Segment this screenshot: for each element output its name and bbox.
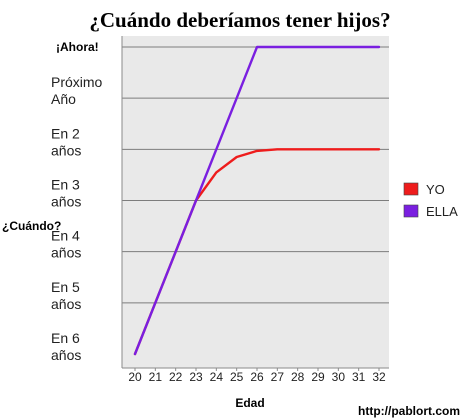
legend-label-yo: YO <box>426 182 445 197</box>
y-tick-label: Próximo Año <box>51 74 103 107</box>
x-tick-labels: 20 21 22 23 24 25 26 27 28 29 30 31 32 <box>128 368 386 384</box>
x-tick-label: 26 <box>250 370 264 384</box>
footer-url[interactable]: http://pablort.com <box>358 404 460 418</box>
x-tick-label: 22 <box>169 370 183 384</box>
legend-label-ella: ELLA <box>426 204 458 219</box>
y-axis-label: ¿Cuándo? <box>2 219 61 233</box>
legend-swatch-yo <box>403 182 419 196</box>
x-tick-label: 23 <box>189 370 203 384</box>
y-tick-label: En 5 años <box>51 279 81 312</box>
x-tick-label: 30 <box>332 370 346 384</box>
y-tick-label: En 6 años <box>51 330 81 363</box>
x-tick-label: 27 <box>271 370 285 384</box>
x-tick-label: 32 <box>372 370 386 384</box>
x-tick-label: 21 <box>149 370 163 384</box>
x-tick-label: 31 <box>352 370 366 384</box>
y-tick-label: ¡Ahora! <box>56 40 99 54</box>
x-tick-label: 25 <box>230 370 244 384</box>
y-tick-label: En 4 años <box>51 228 81 261</box>
x-tick-label: 24 <box>210 370 224 384</box>
series-line-ella <box>133 45 381 356</box>
x-tick-label: 20 <box>128 370 142 384</box>
x-tick-label: 28 <box>291 370 305 384</box>
legend: YO ELLA <box>403 182 458 219</box>
x-axis-label: Edad <box>235 396 264 410</box>
y-tick-label: En 3 años <box>51 177 81 210</box>
x-tick-label: 29 <box>311 370 325 384</box>
series-lines <box>133 45 381 356</box>
plot-area <box>122 36 389 368</box>
chart-title: ¿Cuándo deberíamos tener hijos? <box>89 8 390 32</box>
legend-swatch-ella <box>403 204 419 218</box>
y-tick-label: En 2 años <box>51 125 81 158</box>
y-tick-labels: ¡Ahora! Próximo Año En 2 años En 3 años En 4 año… <box>51 40 103 363</box>
